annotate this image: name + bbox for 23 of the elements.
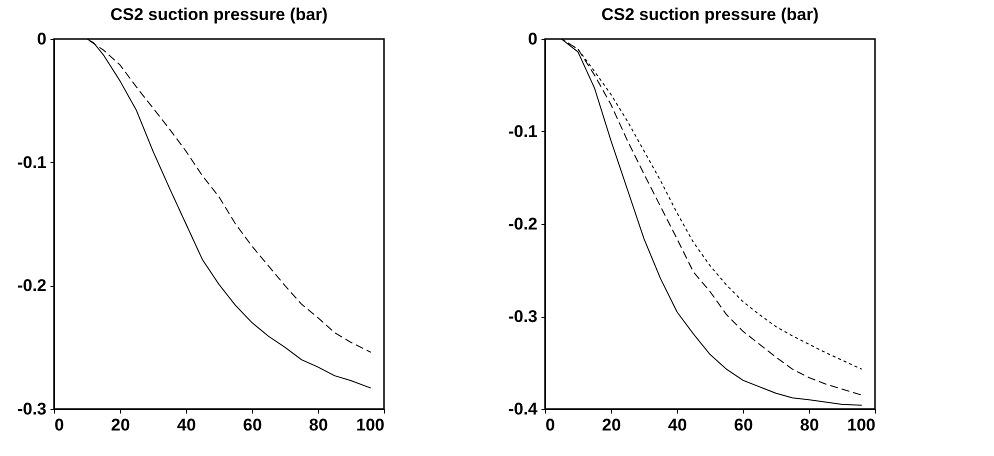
x-tick-label: 60 [243,416,262,434]
y-tick-label: -0.1 [17,152,46,172]
y-tick-label: 0 [528,30,538,48]
y-tick-label: -0.1 [508,122,538,141]
x-tick-label: 60 [734,416,753,434]
x-tick-label: 40 [177,416,196,434]
x-tick-label: 0 [546,416,555,434]
y-tick-label: -0.2 [508,214,538,234]
x-tick-label: 0 [54,416,64,434]
x-tick-label: 80 [800,416,819,434]
x-tick-label: 20 [111,416,130,434]
y-tick-label: 0 [37,30,46,48]
y-tick-label: -0.3 [17,400,46,418]
chart-title: CS2 suction pressure (bar) [110,5,328,24]
y-tick-label: -0.4 [508,400,538,418]
x-tick-label: 20 [602,416,621,434]
y-tick-label: -0.2 [17,276,46,296]
x-tick-label: 40 [668,416,687,434]
x-tick-label: 100 [847,416,876,434]
chart-title: CS2 suction pressure (bar) [601,5,819,24]
x-tick-label: 100 [356,416,384,434]
x-tick-label: 80 [309,416,328,434]
y-tick-label: -0.3 [508,307,538,326]
